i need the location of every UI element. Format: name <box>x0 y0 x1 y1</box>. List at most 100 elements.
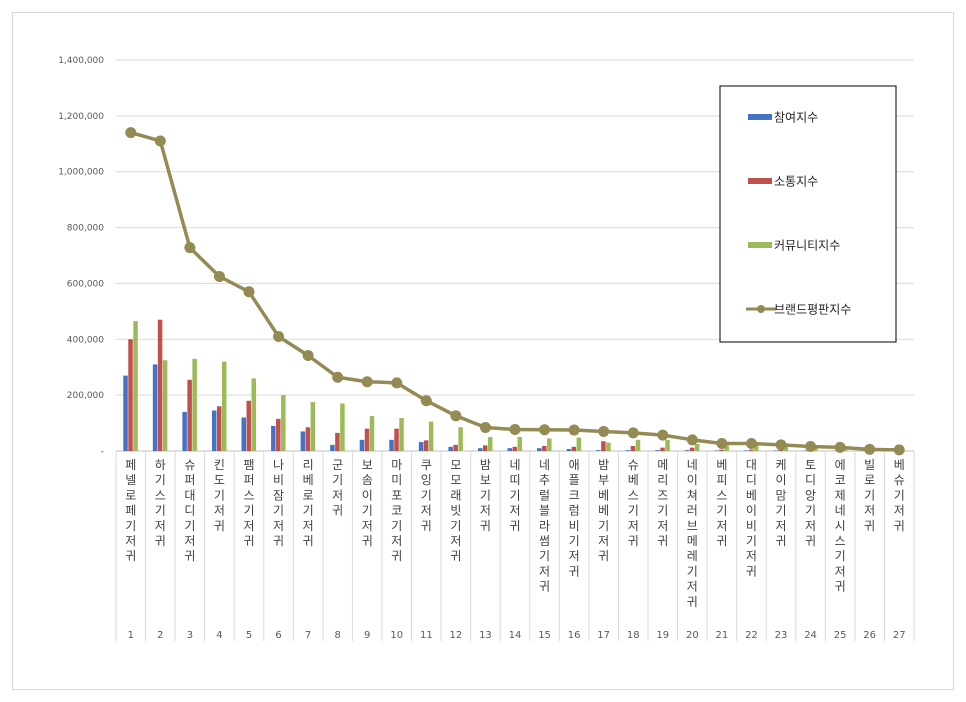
bar-커뮤니티지수-4 <box>221 361 227 451</box>
x-rank-label: 23 <box>775 630 788 641</box>
bar-참여지수-11 <box>418 442 424 451</box>
x-rank-label: 19 <box>656 630 669 641</box>
line-point-14 <box>509 423 521 435</box>
x-rank-label: 15 <box>538 630 551 641</box>
bar-커뮤니티지수-1 <box>133 321 138 451</box>
legend-swatch <box>748 114 772 120</box>
x-rank-label: 8 <box>334 630 340 641</box>
line-point-19 <box>657 429 669 441</box>
line-point-10 <box>391 377 403 389</box>
bar-series <box>123 319 907 451</box>
line-point-27 <box>893 444 905 456</box>
bar-커뮤니티지수-18 <box>635 439 641 451</box>
bar-참여지수-20 <box>684 450 690 451</box>
x-rank-label: 4 <box>216 630 222 641</box>
line-point-2 <box>154 135 166 147</box>
bar-커뮤니티지수-12 <box>458 427 463 451</box>
bar-소통지수-7 <box>305 427 311 451</box>
bar-참여지수-23 <box>773 450 778 451</box>
bar-커뮤니티지수-15 <box>547 438 552 451</box>
line-point-16 <box>568 424 580 436</box>
bar-소통지수-11 <box>423 440 429 451</box>
bar-커뮤니티지수-3 <box>192 358 197 451</box>
bar-소통지수-13 <box>482 445 488 451</box>
bar-참여지수-1 <box>123 375 128 451</box>
bar-커뮤니티지수-2 <box>162 360 168 451</box>
bar-커뮤니티지수-24 <box>813 447 818 451</box>
x-rank-label: 5 <box>246 630 252 641</box>
bar-참여지수-6 <box>271 425 276 451</box>
x-rank-label: 24 <box>804 630 817 641</box>
y-tick-label: 1,000,000 <box>58 168 104 178</box>
bar-커뮤니티지수-17 <box>606 442 611 451</box>
legend-label: 브랜드평판지수 <box>774 303 851 317</box>
bar-소통지수-23 <box>778 449 783 451</box>
legend-marker <box>757 305 765 313</box>
x-rank-label: 16 <box>568 630 581 641</box>
bar-커뮤니티지수-9 <box>369 416 375 451</box>
bar-소통지수-12 <box>453 444 458 451</box>
bar-커뮤니티지수-19 <box>665 439 670 451</box>
bar-커뮤니티지수-13 <box>487 437 493 451</box>
bar-소통지수-9 <box>364 428 370 451</box>
x-rank-label: 13 <box>479 630 492 641</box>
line-point-15 <box>539 424 551 436</box>
x-rank-label: 7 <box>305 630 311 641</box>
bar-참여지수-18 <box>625 450 631 451</box>
x-rank-label: 20 <box>686 630 699 641</box>
bar-참여지수-14 <box>507 448 512 451</box>
line-point-20 <box>686 434 698 446</box>
y-tick-label: 800,000 <box>67 224 104 234</box>
bar-커뮤니티지수-14 <box>517 437 522 451</box>
line-point-8 <box>332 371 344 383</box>
bar-소통지수-10 <box>394 428 399 451</box>
y-tick-label: - <box>101 447 104 457</box>
y-tick-label: 200,000 <box>67 391 104 401</box>
bar-소통지수-16 <box>571 446 577 451</box>
x-rank-label: 2 <box>157 630 163 641</box>
bar-소통지수-17 <box>601 441 606 451</box>
bar-참여지수-13 <box>477 448 483 451</box>
bar-참여지수-22 <box>743 450 749 451</box>
bar-참여지수-9 <box>359 439 365 451</box>
bar-소통지수-14 <box>512 446 517 451</box>
line-point-17 <box>598 425 610 437</box>
legend-swatch <box>748 178 772 184</box>
line-point-12 <box>450 410 462 422</box>
bar-커뮤니티지수-22 <box>753 445 759 451</box>
bar-소통지수-6 <box>276 418 281 451</box>
bar-참여지수-16 <box>566 449 572 451</box>
y-axis-tick-labels: - 200,000 400,000 600,000 800,000 1,000,000 1,… <box>58 56 104 457</box>
line-series <box>125 127 905 456</box>
bar-참여지수-19 <box>655 450 660 451</box>
x-rank-label: 21 <box>716 630 729 641</box>
x-rank-label: 3 <box>187 630 193 641</box>
x-rank-label: 22 <box>745 630 758 641</box>
legend-swatch <box>748 242 772 248</box>
bar-소통지수-5 <box>246 400 251 451</box>
bar-커뮤니티지수-20 <box>694 444 700 451</box>
bar-소통지수-4 <box>216 406 222 451</box>
legend-label: 참여지수 <box>774 111 818 125</box>
x-rank-label: 10 <box>390 630 403 641</box>
bar-참여지수-12 <box>448 446 453 451</box>
bar-커뮤니티지수-6 <box>281 395 286 451</box>
legend-label: 소통지수 <box>774 175 818 189</box>
line-point-24 <box>805 441 817 453</box>
bar-참여지수-10 <box>389 439 394 451</box>
bar-참여지수-17 <box>596 450 601 451</box>
line-point-3 <box>184 242 196 254</box>
